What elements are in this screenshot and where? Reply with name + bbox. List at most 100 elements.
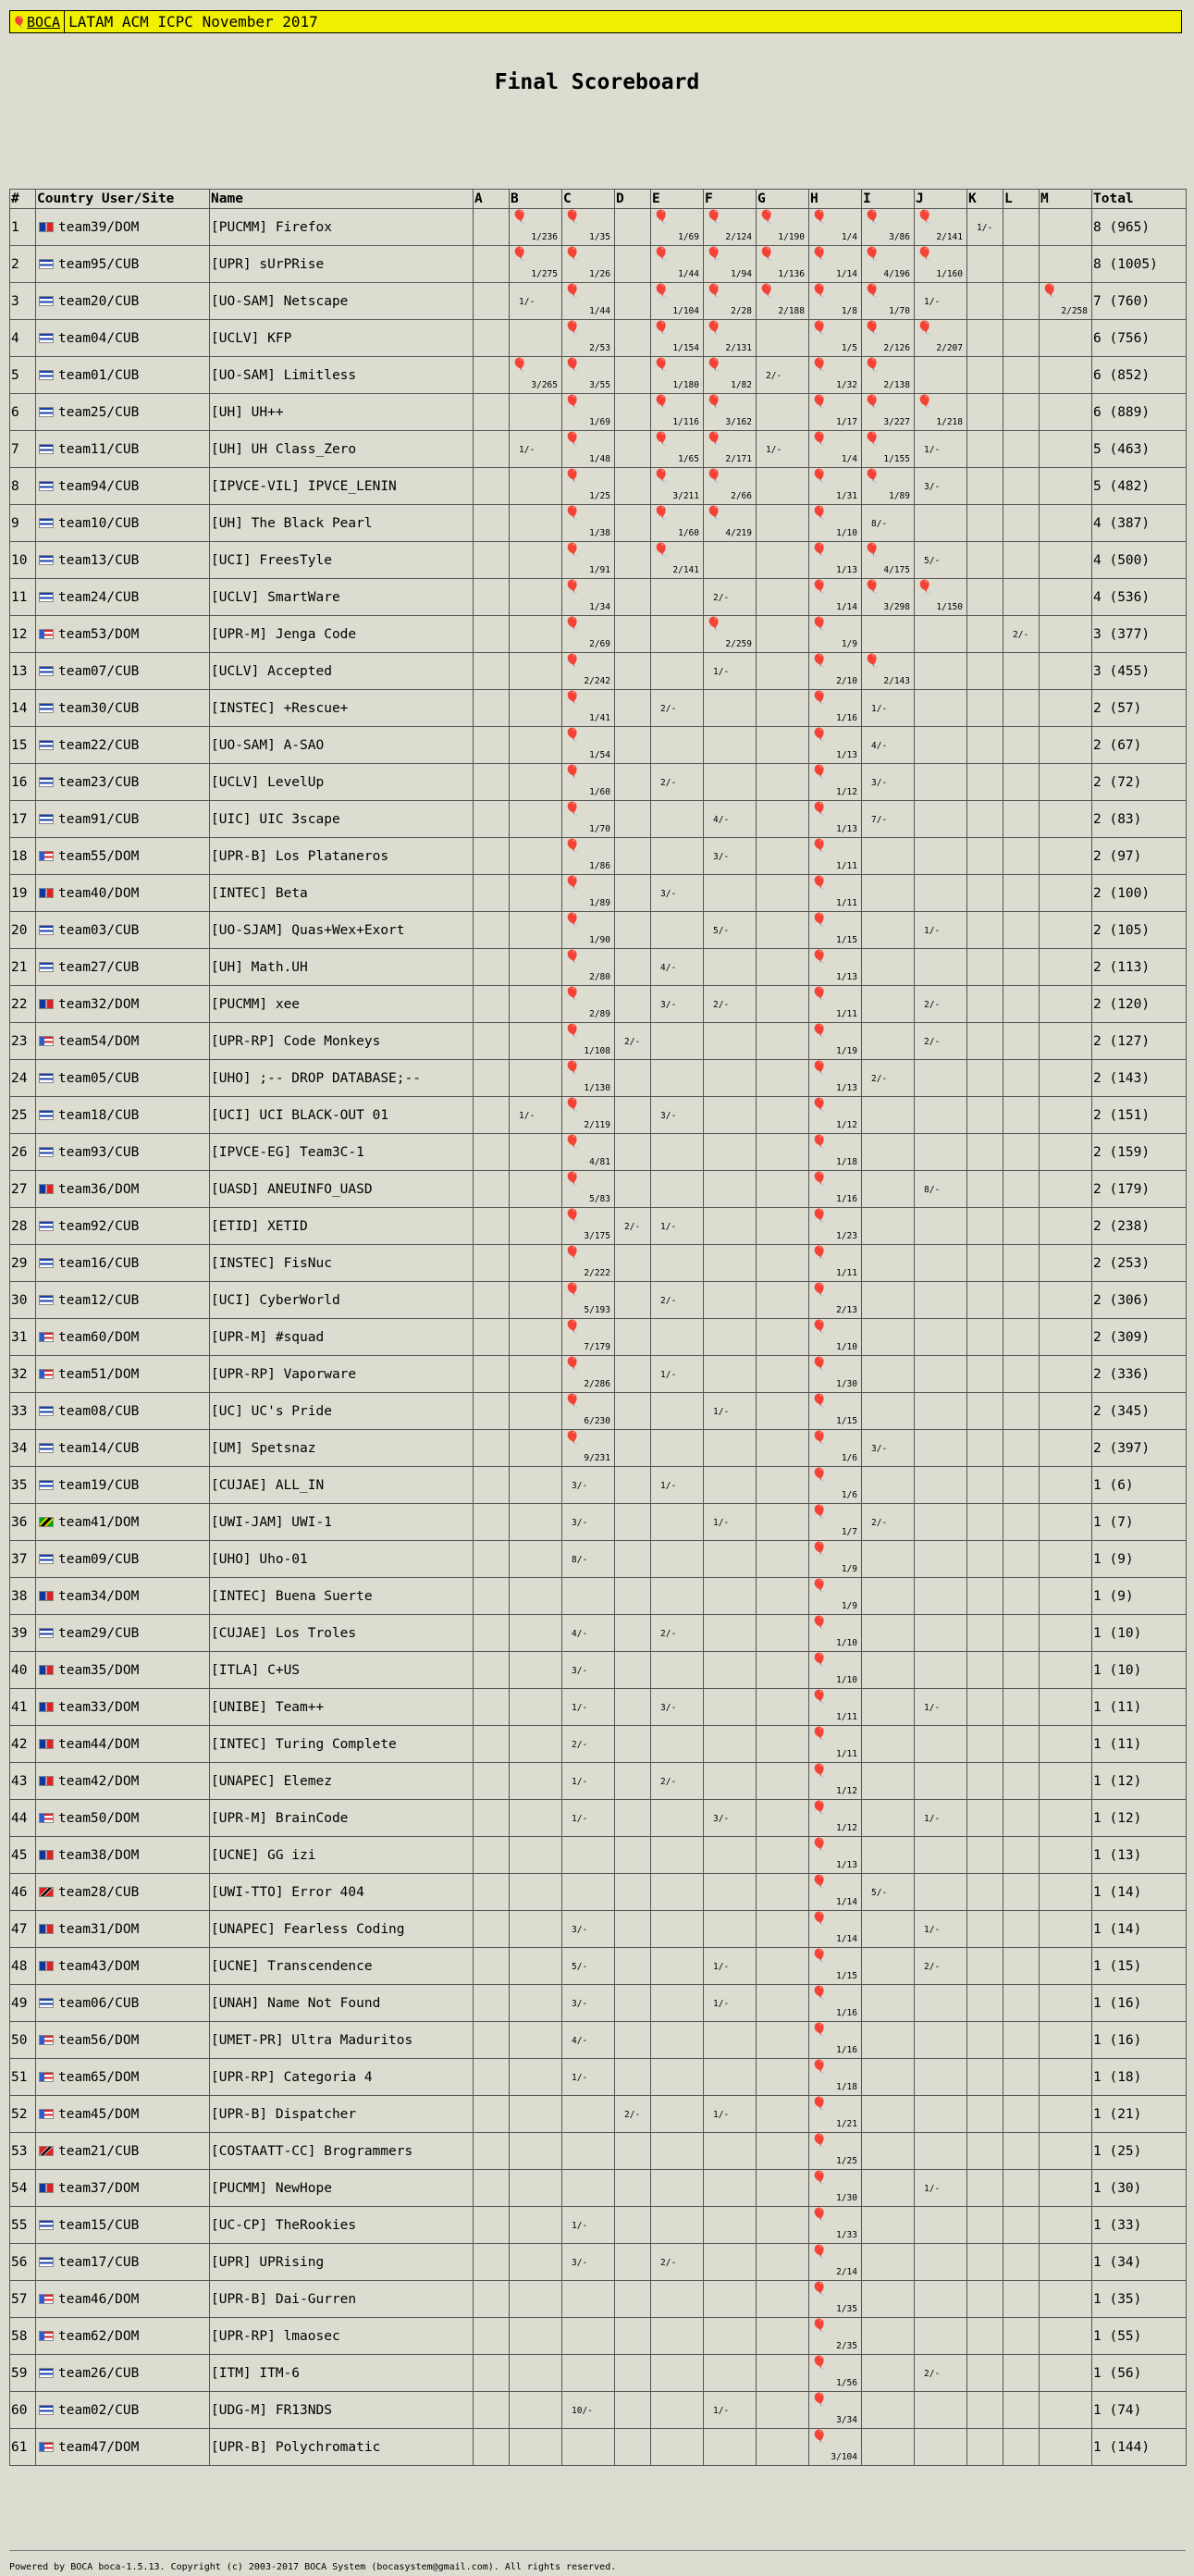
problem-cell-c: 🎈 1/108 <box>561 1022 615 1060</box>
column-header: J <box>914 189 967 209</box>
total-cell: 1 (18) <box>1091 2058 1187 2096</box>
problem-cell-b <box>509 1355 562 1393</box>
problem-cell-c: 🎈 4/81 <box>561 1133 615 1171</box>
team-cell: team21/CUB <box>35 2132 210 2170</box>
problem-cell-g <box>756 467 809 505</box>
problem-cell-e <box>650 1799 704 1837</box>
problem-cell-g <box>756 1429 809 1467</box>
balloon-icon: 🎈 <box>864 654 880 669</box>
problem-cell-f <box>703 1133 757 1171</box>
balloon-icon: 🎈 <box>564 1209 581 1224</box>
problem-cell-j <box>914 2243 967 2281</box>
boca-logo-link[interactable]: 🎈 BOCA <box>10 11 66 32</box>
problem-cell-i: 5/- <box>861 1873 915 1911</box>
team-cell: team09/CUB <box>35 1540 210 1578</box>
problem-score: 2/89 <box>589 1009 610 1019</box>
problem-cell-f <box>703 1429 757 1467</box>
problem-cell-h: 🎈 1/10 <box>808 504 862 542</box>
problem-cell-i <box>861 2243 915 2281</box>
problem-cell-l <box>1003 2280 1040 2318</box>
problem-cell-b <box>509 578 562 616</box>
problem-cell-a <box>473 2317 510 2355</box>
problem-cell-i: 4/- <box>861 726 915 764</box>
problem-cell-f: 🎈 2/124 <box>703 208 757 246</box>
problem-score: 1/32 <box>836 380 857 390</box>
problem-cell-c: 🎈 3/55 <box>561 356 615 394</box>
balloon-icon: 🎈 <box>653 358 670 373</box>
problem-cell-g <box>756 1355 809 1393</box>
problem-score: 1/116 <box>672 417 699 427</box>
balloon-icon: 🎈 <box>811 1024 828 1039</box>
problem-cell-c: 4/- <box>561 2021 615 2059</box>
problem-cell-g <box>756 1466 809 1504</box>
problem-score: 1/25 <box>836 2156 857 2166</box>
column-header: F <box>703 189 757 209</box>
team-name: [UM] Spetsnaz <box>209 1429 474 1467</box>
problem-cell-g <box>756 541 809 579</box>
total-cell: 1 (34) <box>1091 2243 1187 2281</box>
problem-cell-k <box>966 1651 1003 1689</box>
rank-cell: 5 <box>9 356 36 394</box>
problem-cell-j: 🎈 1/160 <box>914 245 967 283</box>
problem-score: 1/41 <box>589 713 610 723</box>
team-cell: team29/CUB <box>35 1614 210 1652</box>
problem-cell-d <box>614 1947 651 1985</box>
problem-score: 1/56 <box>836 2378 857 2388</box>
problem-cell-m <box>1039 800 1092 838</box>
balloon-icon: 🎈 <box>811 913 828 928</box>
team-cell: team30/CUB <box>35 689 210 727</box>
table-row: 38 team34/DOM [INTEC] Buena Suerte 🎈 1/9 1 (9… <box>9 1577 1187 1615</box>
problem-cell-f <box>703 1318 757 1356</box>
problem-cell-h: 🎈 1/21 <box>808 2095 862 2133</box>
balloon-icon: 🎈 <box>811 765 828 780</box>
total-cell: 4 (387) <box>1091 504 1187 542</box>
problem-cell-h: 🎈 1/33 <box>808 2206 862 2244</box>
balloon-icon: 🎈 <box>811 432 828 447</box>
problem-attempts: 5/- <box>713 926 730 936</box>
problem-cell-e <box>650 1170 704 1208</box>
rank-cell: 10 <box>9 541 36 579</box>
problem-cell-b <box>509 1133 562 1171</box>
problem-cell-a <box>473 1688 510 1726</box>
problem-cell-c: 🎈 1/44 <box>561 282 615 320</box>
team-id: team56/DOM <box>58 2032 140 2048</box>
total-cell: 2 (309) <box>1091 1318 1187 1356</box>
team-cell: team04/CUB <box>35 319 210 357</box>
country-flag-icon <box>39 2183 54 2193</box>
total-cell: 1 (11) <box>1091 1725 1187 1763</box>
problem-cell-m <box>1039 837 1092 875</box>
problem-cell-e <box>650 1725 704 1763</box>
problem-cell-h: 🎈 1/31 <box>808 467 862 505</box>
balloon-icon: 🎈 <box>811 2097 828 2112</box>
problem-cell-m <box>1039 1244 1092 1282</box>
problem-cell-k <box>966 2428 1003 2466</box>
problem-cell-f <box>703 1910 757 1948</box>
problem-cell-f: 1/- <box>703 1947 757 1985</box>
problem-attempts: 2/- <box>766 371 782 381</box>
problem-cell-c: 🎈 1/48 <box>561 430 615 468</box>
team-cell: team92/CUB <box>35 1207 210 1245</box>
balloon-icon: 🎈 <box>811 950 828 965</box>
problem-cell-i: 🎈 1/89 <box>861 467 915 505</box>
problem-score: 1/60 <box>678 528 699 538</box>
problem-cell-h: 🎈 1/6 <box>808 1429 862 1467</box>
problem-cell-h: 🎈 1/14 <box>808 1910 862 1948</box>
problem-attempts: 2/- <box>924 1962 941 1972</box>
team-name: [INTEC] Turing Complete <box>209 1725 474 1763</box>
problem-cell-k <box>966 1614 1003 1652</box>
problem-cell-f: 3/- <box>703 837 757 875</box>
problem-cell-i <box>861 1688 915 1726</box>
rank-cell: 58 <box>9 2317 36 2355</box>
problem-cell-d <box>614 689 651 727</box>
problem-cell-b <box>509 1022 562 1060</box>
country-flag-icon <box>39 1850 54 1860</box>
problem-cell-l <box>1003 800 1040 838</box>
problem-cell-a <box>473 1466 510 1504</box>
rank-cell: 18 <box>9 837 36 875</box>
problem-cell-k <box>966 1799 1003 1837</box>
balloon-icon: 🎈 <box>864 358 880 373</box>
balloon-icon: 🎈 <box>706 617 722 632</box>
team-name: [UPR-RP] Categoria 4 <box>209 2058 474 2096</box>
problem-score: 1/13 <box>836 565 857 575</box>
problem-cell-g <box>756 1873 809 1911</box>
